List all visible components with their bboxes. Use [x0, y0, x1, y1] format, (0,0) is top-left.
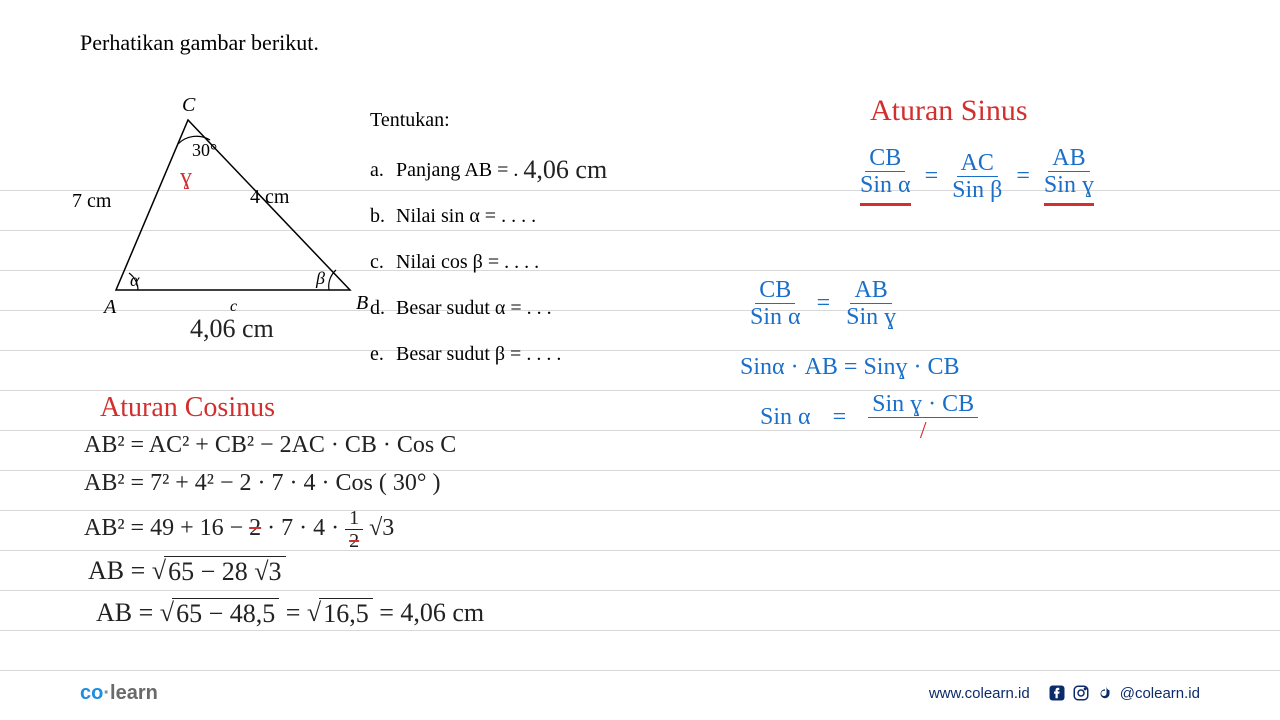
side-left: 7 cm [72, 190, 111, 213]
cos-l4: AB = √65 − 28 √3 [88, 556, 286, 587]
footer-handle: @colearn.id [1120, 685, 1200, 702]
footer: co·learn www.colearn.id @colearn.id [0, 678, 1280, 708]
q-letter: c. [370, 242, 396, 282]
vertex-b: B [356, 292, 368, 315]
tiktok-icon [1096, 684, 1114, 702]
angle-alpha: α [130, 270, 139, 291]
q-letter: e. [370, 334, 396, 374]
q-text: Besar sudut β = . . . . [396, 334, 561, 374]
sinus-title: Aturan Sinus [870, 94, 1028, 128]
logo: co·learn [80, 682, 158, 705]
sinus-step1: CBSin α = ABSin ɣ [750, 278, 896, 329]
instagram-icon [1072, 684, 1090, 702]
q-text: Nilai sin α = . . . . [396, 196, 536, 236]
vertex-c: C [182, 94, 195, 117]
q-letter: d. [370, 288, 396, 328]
cosinus-title: Aturan Cosinus [100, 392, 275, 424]
side-right: 4 cm [250, 186, 289, 209]
q-letter: b. [370, 196, 396, 236]
footer-url: www.colearn.id [929, 685, 1030, 702]
q-text: Nilai cos β = . . . . [396, 242, 539, 282]
social-icons: @colearn.id [1048, 684, 1200, 702]
cos-l2: AB² = 7² + 4² − 2 · 7 · 4 · Cos ( 30° ) [84, 470, 440, 497]
page-title: Perhatikan gambar berikut. [80, 30, 1200, 56]
q-text: Panjang AB = . 4,06 cm [396, 148, 607, 190]
base-value: 4,06 cm [190, 314, 274, 344]
angle-top: 30° [192, 140, 217, 161]
q-letter: a. [370, 150, 396, 190]
angle-beta: β [316, 268, 325, 289]
gamma-mark: ɣ [180, 164, 192, 191]
cos-l5: AB = √65 − 48,5 = √16,5 = 4,06 cm [96, 598, 484, 629]
cos-l3: AB² = 49 + 16 − 2 · 7 · 4 · 12 √3 [84, 508, 394, 551]
vertex-a: A [104, 296, 116, 319]
cos-l1: AB² = AC² + CB² − 2AC · CB · Cos C [84, 432, 456, 459]
questions-heading: Tentukan: [370, 100, 607, 140]
facebook-icon [1048, 684, 1066, 702]
sinus-step3: Sin α = Sin ɣ · CB/ [760, 392, 978, 443]
questions-block: Tentukan: a.Panjang AB = . 4,06 cm b.Nil… [370, 100, 607, 380]
sinus-step2: Sinα · AB = Sinɣ · CB [740, 354, 959, 381]
sinus-rule: CBSin α = ACSin β = ABSin ɣ [860, 146, 1094, 206]
triangle-diagram: C A B 30° ɣ 7 cm 4 cm α β c 4,06 cm [80, 90, 380, 370]
q-text: Besar sudut α = . . . [396, 288, 552, 328]
